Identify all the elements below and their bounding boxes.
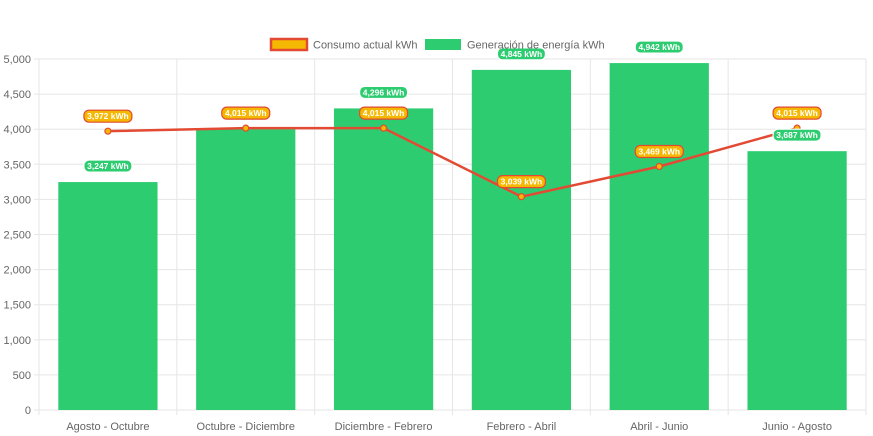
line-point[interactable] [655,162,663,171]
bar-data-labels: 3,247 kWh 4,296 kWh 4,845 kWh 4,942 kWh 3,68… [83,40,822,173]
legend-label-consumo: Consumo actual kWh [313,40,418,52]
bar-data-label-box [83,159,133,173]
bar-data-label-box [772,128,822,142]
line-data-label: 3,469 kWh [634,144,684,159]
line-data-label-box [634,144,684,159]
bar[interactable] [471,69,572,411]
line-data-label: 4,015 kWh [358,106,409,120]
bar-data-label-text: 4,845 kWh [501,49,543,59]
line-data-label-text: 3,469 kWh [638,146,680,156]
y-tick-label: 3,500 [3,159,31,171]
bar-data-label: 4,845 kWh [496,47,547,61]
line-path [107,126,798,198]
line-data-label-box [772,106,822,120]
legend-label-generacion: Generación de energía kWh [467,40,605,52]
legend-swatch-generacion [425,39,461,50]
line-point[interactable] [379,124,388,132]
legend-item-consumo[interactable]: Consumo actual kWh [269,37,418,52]
y-axis: 0 500 1,000 1,500 2,000 2,500 3,000 3,500 4,000 4… [3,54,31,417]
bar-data-label-box [634,40,684,54]
line-data-labels: 3,972 kWh 4,015 kWh 4,015 kWh 3,039 kWh 3,46… [83,106,822,189]
line-data-label-box [358,106,409,120]
line-point[interactable] [104,127,112,135]
bar[interactable] [609,63,709,411]
line-data-label-text: 3,972 kWh [87,111,129,121]
y-tick-label: 3,000 [3,194,31,206]
y-tick-label: 1,500 [3,300,31,312]
legend: Consumo actual kWh Generación de energía… [269,37,605,52]
bar-data-label-box [496,47,547,61]
bar[interactable] [58,182,158,410]
line-data-label: 4,015 kWh [772,106,822,120]
legend-swatch-consumo [269,37,309,52]
bar-data-label: 3,247 kWh [83,159,133,173]
bar-series [58,63,847,411]
y-tick-label: 4,500 [3,89,31,101]
line-data-label: 4,015 kWh [221,106,271,120]
line-data-label-box [221,106,271,120]
y-tick-label: 2,000 [3,265,31,277]
y-tick-label: 0 [25,405,31,417]
bar-data-label: 3,687 kWh [772,128,822,142]
bar-data-label-text: 3,247 kWh [87,161,129,171]
bar-data-label: 4,296 kWh [358,85,409,100]
line-data-label-text: 3,039 kWh [501,177,543,187]
line-point[interactable] [517,193,526,201]
line-data-label-box [83,109,133,123]
line-point[interactable] [242,124,250,132]
bar[interactable] [196,129,296,410]
x-tick-label: Diciembre - Febrero [335,421,433,433]
bar-data-label-text: 3,687 kWh [776,130,818,140]
x-tick-label: Febrero - Abril [487,421,557,433]
line-data-label: 3,039 kWh [496,175,547,189]
grid [34,58,867,415]
y-tick-label: 5,000 [3,54,31,66]
bar-data-label-box [358,85,409,100]
y-tick-label: 500 [13,370,31,382]
line-data-label: 3,972 kWh [83,109,133,123]
legend-item-generacion[interactable]: Generación de energía kWh [425,39,605,52]
line-data-label-box [496,175,547,189]
line-series [104,124,801,201]
x-tick-label: Agosto - Octubre [66,421,149,433]
bar-data-label-text: 4,942 kWh [638,42,680,52]
y-tick-label: 2,500 [3,230,31,242]
bar[interactable] [333,108,434,410]
x-tick-label: Junio - Agosto [762,421,832,433]
x-tick-label: Abril - Junio [630,421,688,433]
y-tick-label: 1,000 [3,335,31,347]
y-tick-label: 4,000 [3,124,31,136]
bar-data-label: 4,942 kWh [634,40,684,54]
line-data-label-text: 4,015 kWh [776,108,818,118]
line-data-label-text: 4,015 kWh [363,108,405,118]
x-tick-label: Octubre - Diciembre [197,421,295,433]
bar-data-label-text: 4,296 kWh [363,87,405,97]
x-axis: Agosto - Octubre Octubre - Diciembre Dicie… [66,421,832,433]
line-data-label-text: 4,015 kWh [225,108,267,118]
bar[interactable] [747,151,847,410]
